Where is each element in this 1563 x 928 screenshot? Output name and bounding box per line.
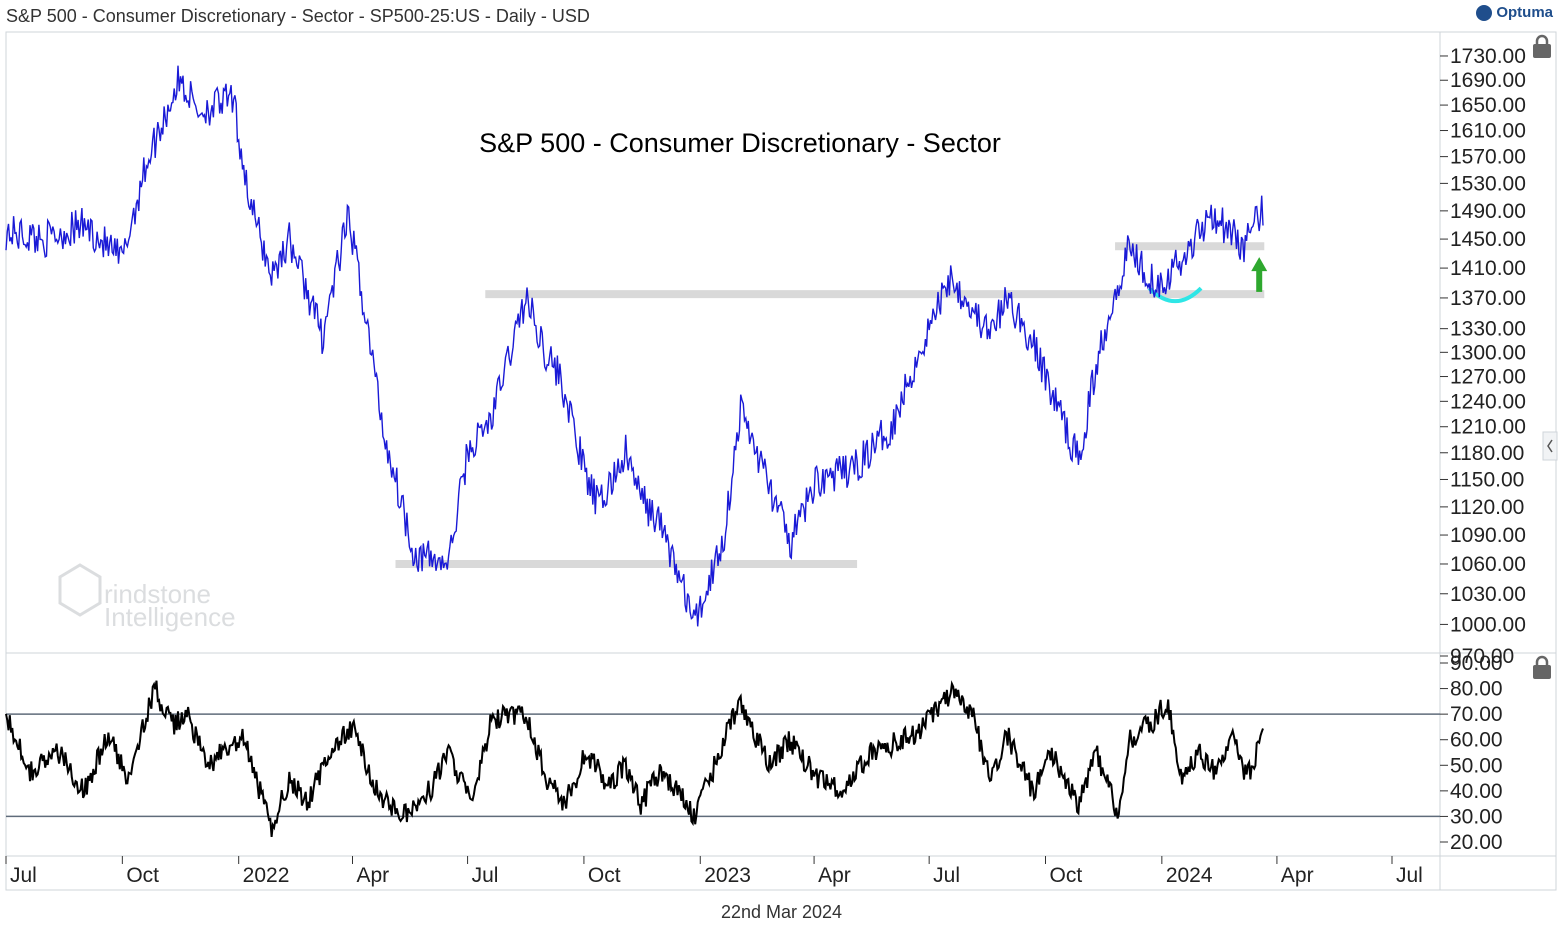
price-y-tick-label: 1530.00 xyxy=(1450,172,1526,195)
panel-collapse-button[interactable] xyxy=(1542,431,1558,461)
x-axis-tick-label: Oct xyxy=(1050,864,1083,887)
price-y-tick-label: 1570.00 xyxy=(1450,146,1526,169)
price-y-tick-label: 1610.00 xyxy=(1450,120,1526,143)
price-y-tick-label: 1730.00 xyxy=(1450,45,1526,68)
price-y-tick-label: 1490.00 xyxy=(1450,200,1526,223)
x-axis-tick-label: Apr xyxy=(818,864,851,887)
rsi-y-tick-label: 70.00 xyxy=(1450,703,1503,726)
chart-title: S&P 500 - Consumer Discretionary - Secto… xyxy=(479,128,1001,158)
x-axis-tick-label: Apr xyxy=(1281,864,1314,887)
x-axis-tick-label: 2022 xyxy=(243,864,290,887)
x-axis-tick-label: Oct xyxy=(126,864,159,887)
rsi-y-tick-label: 60.00 xyxy=(1450,729,1503,752)
up-arrow-icon xyxy=(1251,257,1268,292)
watermark-line-1: rindstone xyxy=(104,579,211,609)
price-y-tick-label: 1000.00 xyxy=(1450,613,1526,636)
price-y-tick-label: 1060.00 xyxy=(1450,553,1526,576)
price-y-tick-label: 1450.00 xyxy=(1450,228,1526,251)
price-y-tick-label: 1330.00 xyxy=(1450,318,1526,341)
price-y-tick-label: 1270.00 xyxy=(1450,366,1526,389)
price-y-tick-label: 1690.00 xyxy=(1450,69,1526,92)
rsi-y-tick-label: 40.00 xyxy=(1450,780,1503,803)
price-y-tick-label: 1370.00 xyxy=(1450,287,1526,310)
rsi-y-tick-label: 50.00 xyxy=(1450,754,1503,777)
brand-name: Optuma xyxy=(1496,4,1553,21)
x-axis-tick-label: 2023 xyxy=(704,864,751,887)
price-series-line xyxy=(5,65,1264,627)
rsi-y-tick-label: 30.00 xyxy=(1450,805,1503,828)
x-axis-tick-label: 2024 xyxy=(1166,864,1213,887)
optuma-logo-icon xyxy=(1476,4,1493,21)
lock-icon[interactable] xyxy=(1533,655,1551,679)
price-y-tick-label: 1030.00 xyxy=(1450,583,1526,606)
price-y-tick-label: 1410.00 xyxy=(1450,257,1526,280)
rsi-y-tick-label: 80.00 xyxy=(1450,678,1503,701)
price-panel-frame xyxy=(5,31,1557,654)
chart-header-title: S&P 500 - Consumer Discretionary - Secto… xyxy=(6,6,590,26)
price-y-tick-label: 1120.00 xyxy=(1450,496,1524,519)
brand-logo: Optuma xyxy=(1476,4,1553,21)
chevron-left-icon xyxy=(1547,439,1553,453)
rsi-y-tick-label: 20.00 xyxy=(1450,831,1503,854)
watermark-hexagon-icon xyxy=(58,563,102,617)
rsi-y-tick-label: 90.00 xyxy=(1450,652,1503,675)
price-y-tick-label: 1300.00 xyxy=(1450,341,1526,364)
x-axis-tick-label: Oct xyxy=(588,864,621,887)
x-axis-tick-label: Jul xyxy=(933,864,960,887)
watermark-line-2: Intelligence xyxy=(104,602,236,632)
x-axis-tick-label: Jul xyxy=(1396,864,1423,887)
price-y-tick-label: 1150.00 xyxy=(1450,468,1524,491)
lock-icon[interactable] xyxy=(1533,34,1551,58)
watermark: rindstone Intelligence xyxy=(58,563,236,632)
up-arrow-shaft xyxy=(1256,269,1263,292)
rsi-series-line xyxy=(5,680,1264,838)
price-y-tick-label: 1180.00 xyxy=(1450,442,1524,465)
price-y-tick-label: 970.00 xyxy=(1450,645,1514,668)
x-axis-tick-label: Jul xyxy=(472,864,499,887)
chart-date-footer: 22nd Mar 2024 xyxy=(720,902,843,922)
x-axis-frame xyxy=(5,855,1557,891)
up-arrow-head xyxy=(1251,257,1268,272)
x-axis-tick-label: Apr xyxy=(357,864,390,887)
price-y-tick-label: 1210.00 xyxy=(1450,416,1526,439)
x-axis-tick-label: Jul xyxy=(10,864,37,887)
price-y-tick-label: 1240.00 xyxy=(1450,390,1526,413)
price-y-tick-label: 1650.00 xyxy=(1450,94,1526,117)
price-y-tick-label: 1090.00 xyxy=(1450,524,1526,547)
